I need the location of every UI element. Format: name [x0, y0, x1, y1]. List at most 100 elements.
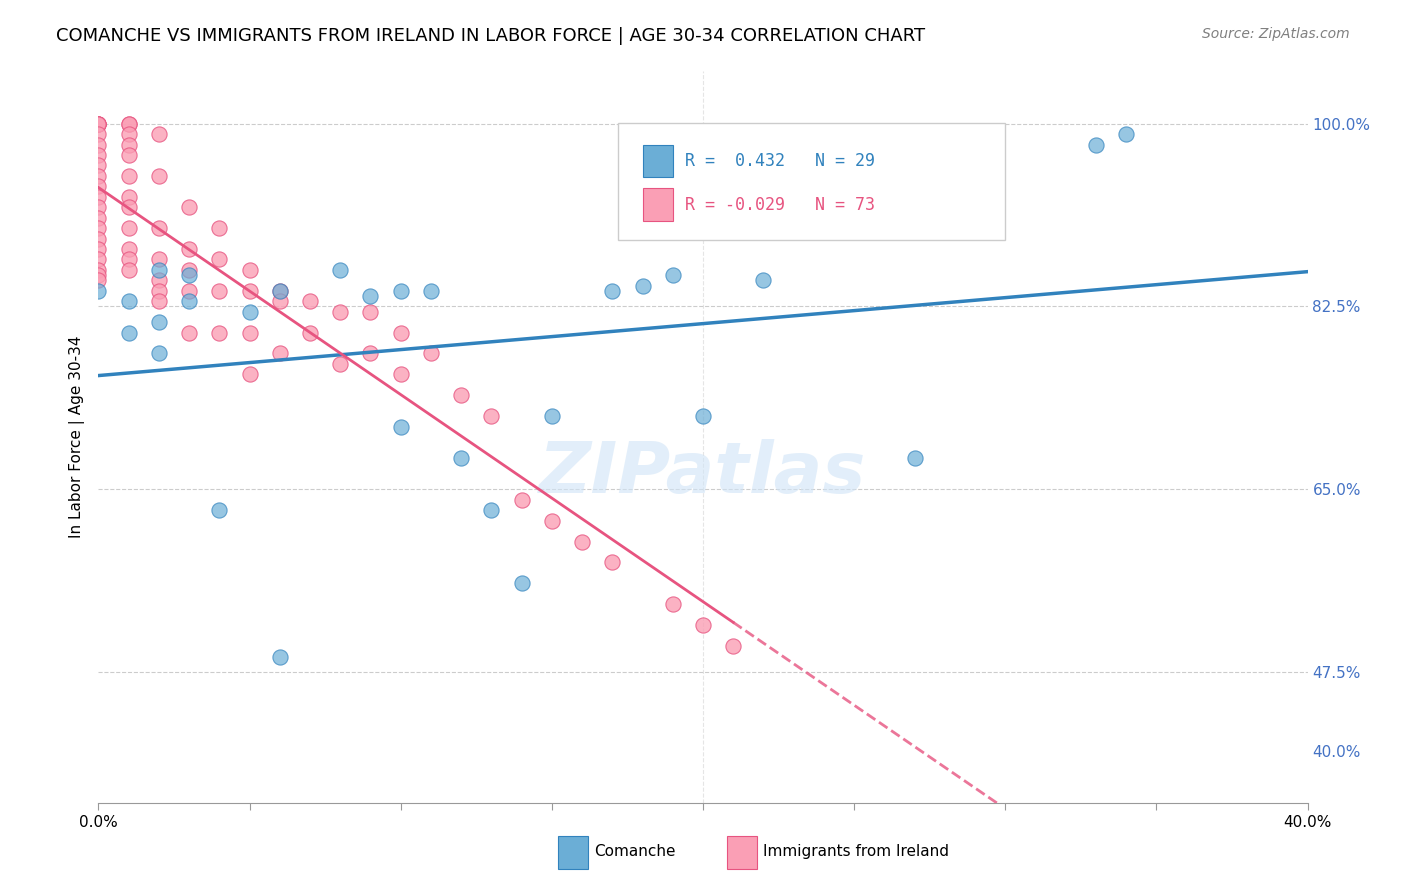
- ireland: [118, 117, 141, 131]
- Text: ZIPatlas: ZIPatlas: [540, 439, 866, 508]
- ireland: [118, 221, 141, 235]
- ireland: [661, 597, 683, 611]
- comanche: [389, 419, 412, 434]
- comanche: [269, 649, 291, 664]
- ireland: [87, 200, 110, 214]
- ireland: [208, 284, 231, 298]
- ireland: [571, 534, 593, 549]
- ireland: [87, 158, 110, 172]
- ireland: [87, 273, 110, 287]
- comanche: [118, 294, 141, 309]
- ireland: [269, 346, 291, 360]
- ireland: [87, 148, 110, 162]
- ireland: [179, 242, 201, 256]
- comanche: [179, 294, 201, 309]
- ireland: [87, 117, 110, 131]
- ireland: [87, 117, 110, 131]
- ireland: [208, 221, 231, 235]
- Text: Immigrants from Ireland: Immigrants from Ireland: [763, 845, 949, 859]
- ireland: [389, 326, 412, 340]
- ireland: [299, 326, 322, 340]
- ireland: [360, 304, 382, 318]
- ireland: [118, 200, 141, 214]
- comanche: [360, 289, 382, 303]
- ireland: [87, 117, 110, 131]
- comanche: [540, 409, 562, 424]
- comanche: [87, 284, 110, 298]
- ireland: [148, 252, 170, 267]
- ireland: [118, 127, 141, 141]
- ireland: [87, 252, 110, 267]
- ireland: [179, 263, 201, 277]
- comanche: [389, 284, 412, 298]
- Text: Comanche: Comanche: [595, 845, 676, 859]
- ireland: [87, 137, 110, 152]
- ireland: [540, 514, 562, 528]
- ireland: [87, 211, 110, 225]
- comanche: [148, 263, 170, 277]
- comanche: [148, 346, 170, 360]
- comanche: [179, 268, 201, 282]
- comanche: [450, 450, 472, 465]
- ireland: [602, 556, 624, 570]
- ireland: [87, 231, 110, 245]
- ireland: [208, 252, 231, 267]
- Y-axis label: In Labor Force | Age 30-34: In Labor Force | Age 30-34: [69, 335, 84, 539]
- ireland: [299, 294, 322, 309]
- ireland: [481, 409, 503, 424]
- ireland: [87, 190, 110, 204]
- ireland: [389, 368, 412, 382]
- ireland: [239, 326, 262, 340]
- ireland: [118, 263, 141, 277]
- FancyBboxPatch shape: [619, 122, 1005, 240]
- comanche: [208, 503, 231, 517]
- ireland: [329, 357, 352, 371]
- ireland: [329, 304, 352, 318]
- comanche: [602, 284, 624, 298]
- ireland: [148, 273, 170, 287]
- ireland: [692, 618, 714, 632]
- ireland: [148, 294, 170, 309]
- ireland: [87, 117, 110, 131]
- ireland: [179, 326, 201, 340]
- comanche: [631, 278, 654, 293]
- Bar: [643, 145, 673, 178]
- ireland: [87, 169, 110, 183]
- ireland: [239, 263, 262, 277]
- comanche: [1085, 137, 1108, 152]
- comanche: [692, 409, 714, 424]
- ireland: [269, 294, 291, 309]
- comanche: [269, 284, 291, 298]
- ireland: [87, 242, 110, 256]
- comanche: [148, 315, 170, 329]
- comanche: [752, 273, 775, 287]
- ireland: [723, 639, 745, 653]
- comanche: [661, 268, 683, 282]
- Bar: [558, 836, 588, 869]
- comanche: [481, 503, 503, 517]
- ireland: [148, 127, 170, 141]
- Text: R = -0.029   N = 73: R = -0.029 N = 73: [685, 196, 875, 214]
- ireland: [87, 179, 110, 194]
- ireland: [148, 169, 170, 183]
- ireland: [179, 200, 201, 214]
- ireland: [179, 284, 201, 298]
- ireland: [87, 263, 110, 277]
- Text: R =  0.432   N = 29: R = 0.432 N = 29: [685, 153, 875, 170]
- ireland: [118, 148, 141, 162]
- Bar: [727, 836, 758, 869]
- ireland: [239, 368, 262, 382]
- Bar: [643, 188, 673, 221]
- ireland: [87, 268, 110, 282]
- comanche: [1115, 127, 1137, 141]
- ireland: [118, 117, 141, 131]
- ireland: [510, 492, 533, 507]
- ireland: [118, 242, 141, 256]
- comanche: [904, 450, 927, 465]
- comanche: [239, 304, 262, 318]
- comanche: [329, 263, 352, 277]
- ireland: [420, 346, 443, 360]
- ireland: [87, 127, 110, 141]
- ireland: [208, 326, 231, 340]
- comanche: [420, 284, 443, 298]
